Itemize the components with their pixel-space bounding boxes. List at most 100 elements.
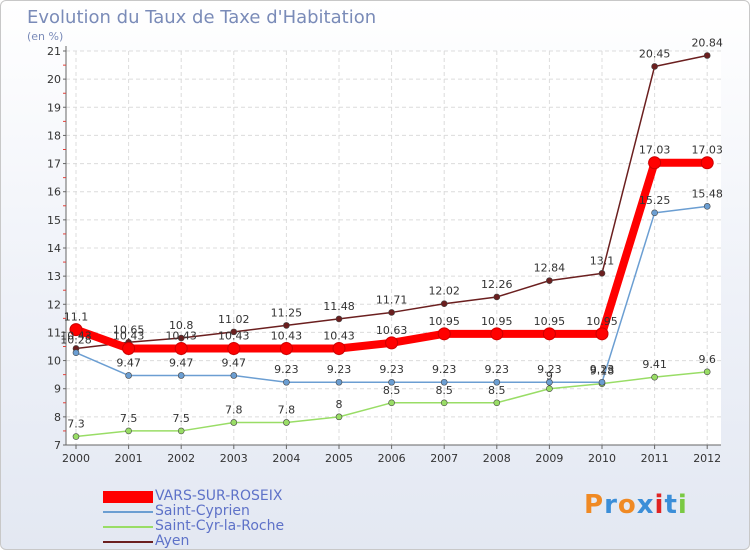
data-label: 12.26 [481,278,513,291]
data-label: 7.5 [120,412,138,425]
data-point [230,419,238,426]
data-label: 12.02 [428,285,460,298]
data-label: 11.25 [271,306,303,319]
data-label: 9.47 [116,356,141,369]
x-tick-label: 2000 [62,452,90,465]
data-point [230,328,238,336]
y-tick-label: 13 [47,270,61,283]
data-point [651,63,658,70]
x-tick-label: 2012 [693,452,721,465]
data-label: 13.1 [590,254,615,267]
data-label: 9.23 [537,363,562,376]
x-tick-label: 2001 [115,452,143,465]
data-point [703,52,711,59]
data-label: 8.5 [435,384,453,397]
data-point [177,372,185,379]
x-tick-label: 2002 [167,452,195,465]
data-label: 10.43 [271,329,303,342]
proxiti-logo: Proxiti [584,490,688,520]
data-point [595,327,609,341]
data-label: 8 [336,398,343,411]
data-point [69,323,83,337]
data-label: 11.48 [323,300,355,313]
data-point [125,372,132,379]
data-label: 9.23 [432,363,457,376]
data-point [230,372,238,379]
data-point [493,378,501,386]
data-label: 8.5 [383,384,401,397]
plot-area [66,51,721,445]
data-label: 9.23 [327,363,352,376]
data-point [335,315,343,323]
data-label: 10.28 [60,334,92,347]
y-tick-label: 15 [47,214,61,227]
data-label: 9.47 [169,356,194,369]
data-label: 12.84 [534,262,566,275]
data-point [437,327,451,341]
data-point [283,419,290,426]
data-label: 9.23 [485,363,510,376]
x-tick-label: 2010 [588,452,616,465]
x-tick-label: 2008 [483,452,511,465]
data-point [279,341,293,355]
data-label: 9 [546,370,553,383]
data-label: 10.65 [113,323,145,336]
data-label: 8.5 [488,384,506,397]
data-label: 10.43 [60,329,92,342]
data-label: 9.18 [590,365,615,378]
y-tick-label: 10 [47,355,61,368]
data-label: 11.02 [218,313,250,326]
data-label: 11.71 [376,293,408,306]
legend-label: VARS-SUR-ROSEIX [155,488,283,504]
y-tick-label: 18 [47,129,61,142]
legend-label: Saint-Cyr-la-Roche [155,518,285,534]
data-label: 15.48 [691,187,723,200]
data-point [385,336,399,350]
data-label: 10.95 [586,315,618,328]
y-tick-label: 11 [47,326,61,339]
data-point [546,378,553,386]
legend-swatch-3 [103,541,153,543]
data-point [335,378,343,386]
data-label: 11.1 [64,311,89,324]
x-tick-label: 2004 [272,452,300,465]
legend-label: Ayen [155,533,190,549]
data-point [72,433,80,440]
data-label: 10.43 [113,329,145,342]
y-tick-label: 17 [47,158,61,171]
data-point [72,349,80,356]
data-point [335,413,343,421]
data-point [546,277,553,284]
data-point [703,368,711,376]
data-point [283,322,290,329]
data-label: 17.03 [691,144,723,157]
legend-swatch-2 [103,526,153,528]
data-label: 10.43 [218,329,250,342]
data-label: 10.8 [169,319,194,332]
data-label: 7.8 [278,403,296,416]
data-point [125,427,132,435]
data-label: 9.23 [379,363,404,376]
data-label: 7.8 [225,403,243,416]
data-point [493,399,501,407]
data-point [703,203,711,210]
x-tick-label: 2007 [430,452,458,465]
legend-swatch-0 [103,491,153,503]
data-point [388,309,395,316]
data-point [651,373,658,381]
data-label: 10.43 [165,329,197,342]
data-point [546,385,553,393]
x-tick-label: 2009 [535,452,563,465]
x-tick-label: 2003 [220,452,248,465]
data-point [122,341,136,355]
data-label: 9.23 [274,363,299,376]
data-point [490,327,504,341]
data-label: 9.41 [642,358,667,371]
y-tick-label: 20 [47,73,61,86]
chart-title: Evolution du Taux de Taxe d'Habitation [27,7,377,28]
legend-label: Saint-Cyprien [155,503,250,519]
y-tick-label: 9 [54,383,61,396]
y-tick-label: 16 [47,186,61,199]
